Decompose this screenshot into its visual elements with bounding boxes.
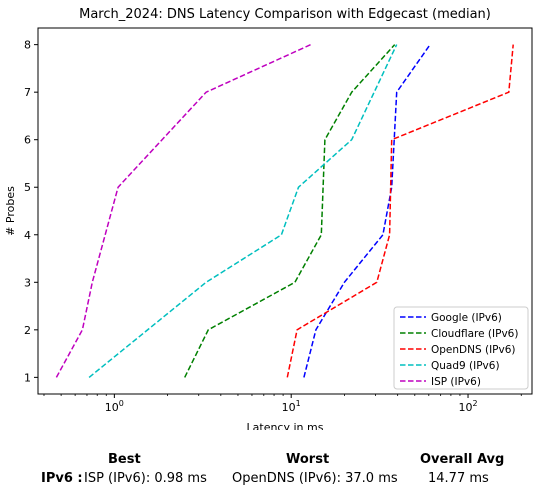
chart-title: March_2024: DNS Latency Comparison with …: [79, 7, 491, 22]
x-tick-label: 102: [458, 399, 477, 414]
legend-box: [393, 306, 529, 390]
series-line-opendns-ipv6: [286, 44, 514, 378]
y-tick-label: 6: [24, 134, 31, 147]
x-tick-label: 101: [282, 399, 301, 414]
y-tick-label: 3: [24, 276, 31, 289]
best-value: ISP (IPv6): 0.98 ms: [84, 471, 207, 486]
series-line-quad9-ipv6: [88, 44, 398, 378]
overall-avg-value: 14.77 ms: [428, 471, 489, 486]
legend-label: Cloudflare (IPv6): [431, 328, 518, 340]
y-axis-label: # Probes: [4, 186, 17, 236]
x-tick-label: 100: [105, 399, 124, 414]
series-line-google-ipv6: [303, 44, 431, 378]
legend-label: Quad9 (IPv6): [431, 360, 500, 372]
row-label: IPv6 :: [41, 471, 83, 486]
y-tick-label: 4: [24, 229, 31, 242]
worst-header: Worst: [286, 452, 330, 467]
x-axis-label: Latency in ms: [247, 421, 324, 430]
worst-value: OpenDNS (IPv6): 37.0 ms: [232, 471, 398, 486]
legend-label: Google (IPv6): [431, 312, 502, 324]
legend: Google (IPv6) Cloudflare (IPv6) OpenDNS (I…: [393, 306, 529, 390]
y-tick-label: 1: [24, 371, 31, 384]
series-lines: [55, 43, 514, 378]
overall-avg-header: Overall Avg: [420, 452, 505, 467]
legend-label: OpenDNS (IPv6): [431, 344, 516, 356]
y-tick-label: 8: [24, 39, 31, 52]
y-tick-label: 2: [24, 324, 31, 337]
best-header: Best: [108, 452, 141, 467]
series-line-isp-ipv6: [55, 43, 312, 378]
y-tick-label: 5: [24, 181, 31, 194]
plot-area-frame: [37, 27, 533, 395]
series-line-cloudflare-ipv6: [184, 44, 396, 378]
legend-label: ISP (IPv6): [431, 376, 481, 388]
y-tick-label: 7: [24, 86, 31, 99]
latency-chart: March_2024: DNS Latency Comparison with …: [4, 7, 533, 430]
